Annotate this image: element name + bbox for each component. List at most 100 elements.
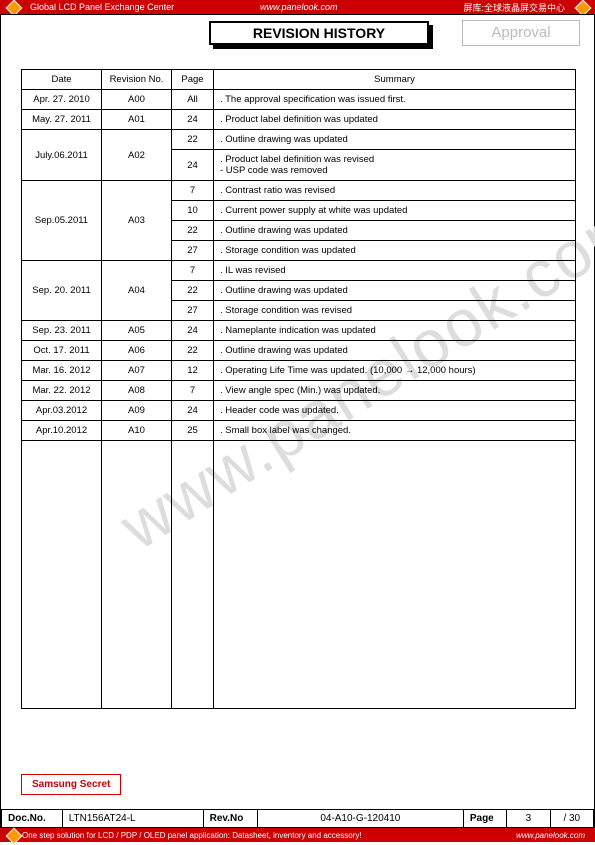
- cell-revision: A02: [102, 130, 172, 181]
- cell-date: Oct. 17. 2011: [22, 341, 102, 361]
- table-row: Apr. 27. 2010A00All. The approval specif…: [22, 90, 576, 110]
- table-row: Oct. 17. 2011A0622. Outline drawing was …: [22, 341, 576, 361]
- cell-date: Sep. 20. 2011: [22, 261, 102, 321]
- table-row: July.06.2011A0222. Outline drawing was u…: [22, 130, 576, 150]
- banner-bottom-right: www.panelook.com: [516, 831, 585, 840]
- footer-page-label: Page: [463, 810, 506, 828]
- cell-empty: [22, 441, 102, 709]
- cell-page: 24: [172, 321, 214, 341]
- banner-text-left: Global LCD Panel Exchange Center: [30, 2, 174, 12]
- cell-page: 24: [172, 150, 214, 181]
- cell-page: 12: [172, 361, 214, 381]
- site-top-banner: Global LCD Panel Exchange Center www.pan…: [0, 0, 595, 14]
- table-row: Sep. 20. 2011A047. IL was revised: [22, 261, 576, 281]
- cell-summary: . Nameplante indication was updated: [214, 321, 576, 341]
- cell-summary: . Outline drawing was updated: [214, 281, 576, 301]
- cell-summary: . View angle spec (Min.) was updated.: [214, 381, 576, 401]
- cell-page: 27: [172, 301, 214, 321]
- cell-page: 22: [172, 341, 214, 361]
- cell-revision: A00: [102, 90, 172, 110]
- table-row: Apr.03.2012A0924. Header code was update…: [22, 401, 576, 421]
- cell-date: Sep.05.2011: [22, 181, 102, 261]
- cell-revision: A10: [102, 421, 172, 441]
- cell-page: 24: [172, 401, 214, 421]
- cell-page: 24: [172, 110, 214, 130]
- cell-page: 22: [172, 221, 214, 241]
- banner-text-right: 屏库:全球液晶屏交易中心: [463, 1, 565, 14]
- cell-summary: . Outline drawing was updated: [214, 130, 576, 150]
- cell-revision: A06: [102, 341, 172, 361]
- logo-diamond-icon: [575, 0, 589, 14]
- cell-date: Mar. 16. 2012: [22, 361, 102, 381]
- revision-history-table: Date Revision No. Page Summary Apr. 27. …: [21, 69, 576, 709]
- col-header-rev: Revision No.: [102, 70, 172, 90]
- logo-diamond-icon: [6, 0, 20, 14]
- cell-summary: . The approval specification was issued …: [214, 90, 576, 110]
- table-header-row: Date Revision No. Page Summary: [22, 70, 576, 90]
- cell-date: Apr.03.2012: [22, 401, 102, 421]
- table-row: Sep.05.2011A037. Contrast ratio was revi…: [22, 181, 576, 201]
- table-row: Mar. 22. 2012A087. View angle spec (Min.…: [22, 381, 576, 401]
- approval-box: Approval: [462, 20, 580, 46]
- cell-date: July.06.2011: [22, 130, 102, 181]
- footer-table: Doc.No. LTN156AT24-L Rev.No 04-A10-G-120…: [1, 809, 594, 827]
- cell-empty: [102, 441, 172, 709]
- col-header-date: Date: [22, 70, 102, 90]
- cell-revision: A04: [102, 261, 172, 321]
- cell-revision: A01: [102, 110, 172, 130]
- cell-summary: . Small box label was changed.: [214, 421, 576, 441]
- cell-summary: . IL was revised: [214, 261, 576, 281]
- confidentiality-label: Samsung Secret: [21, 774, 121, 795]
- cell-summary: . Header code was updated.: [214, 401, 576, 421]
- footer-docno-value: LTN156AT24-L: [62, 810, 203, 828]
- cell-page: All: [172, 90, 214, 110]
- cell-date: Mar. 22. 2012: [22, 381, 102, 401]
- cell-revision: A05: [102, 321, 172, 341]
- footer-page-current: 3: [507, 810, 550, 828]
- cell-empty: [214, 441, 576, 709]
- logo-diamond-icon: [6, 828, 20, 842]
- footer-revno-value: 04-A10-G-120410: [257, 810, 463, 828]
- page-header: REVISION HISTORY Approval: [1, 15, 594, 49]
- cell-revision: A03: [102, 181, 172, 261]
- cell-summary: . Product label definition was revised -…: [214, 150, 576, 181]
- table-row: May. 27. 2011A0124. Product label defini…: [22, 110, 576, 130]
- site-bottom-banner: One step solution for LCD / PDP / OLED p…: [0, 828, 595, 842]
- cell-page: 22: [172, 130, 214, 150]
- document-page: www.panelook.com REVISION HISTORY Approv…: [0, 14, 595, 828]
- cell-summary: . Product label definition was updated: [214, 110, 576, 130]
- col-header-summary: Summary: [214, 70, 576, 90]
- cell-date: May. 27. 2011: [22, 110, 102, 130]
- footer-page-total: / 30: [550, 810, 593, 828]
- cell-summary: . Operating Life Time was updated. (10,0…: [214, 361, 576, 381]
- table-row: Mar. 16. 2012A0712. Operating Life Time …: [22, 361, 576, 381]
- cell-page: 7: [172, 181, 214, 201]
- cell-page: 22: [172, 281, 214, 301]
- footer-revno-label: Rev.No: [203, 810, 257, 828]
- banner-bottom-left: One step solution for LCD / PDP / OLED p…: [22, 831, 362, 840]
- cell-summary: . Storage condition was updated: [214, 241, 576, 261]
- cell-page: 7: [172, 381, 214, 401]
- table-row: Apr.10.2012A1025. Small box label was ch…: [22, 421, 576, 441]
- cell-summary: . Current power supply at white was upda…: [214, 201, 576, 221]
- cell-page: 10: [172, 201, 214, 221]
- cell-date: Apr.10.2012: [22, 421, 102, 441]
- cell-summary: . Outline drawing was updated: [214, 221, 576, 241]
- cell-summary: . Contrast ratio was revised: [214, 181, 576, 201]
- cell-date: Sep. 23. 2011: [22, 321, 102, 341]
- table-row: Sep. 23. 2011A0524. Nameplante indicatio…: [22, 321, 576, 341]
- footer-docno-label: Doc.No.: [2, 810, 63, 828]
- col-header-page: Page: [172, 70, 214, 90]
- cell-page: 27: [172, 241, 214, 261]
- cell-summary: . Storage condition was revised: [214, 301, 576, 321]
- cell-summary: . Outline drawing was updated: [214, 341, 576, 361]
- cell-revision: A07: [102, 361, 172, 381]
- cell-revision: A09: [102, 401, 172, 421]
- banner-text-url: www.panelook.com: [260, 2, 338, 12]
- cell-date: Apr. 27. 2010: [22, 90, 102, 110]
- cell-page: 7: [172, 261, 214, 281]
- page-title: REVISION HISTORY: [209, 21, 429, 45]
- table-empty-row: [22, 441, 576, 709]
- cell-page: 25: [172, 421, 214, 441]
- cell-revision: A08: [102, 381, 172, 401]
